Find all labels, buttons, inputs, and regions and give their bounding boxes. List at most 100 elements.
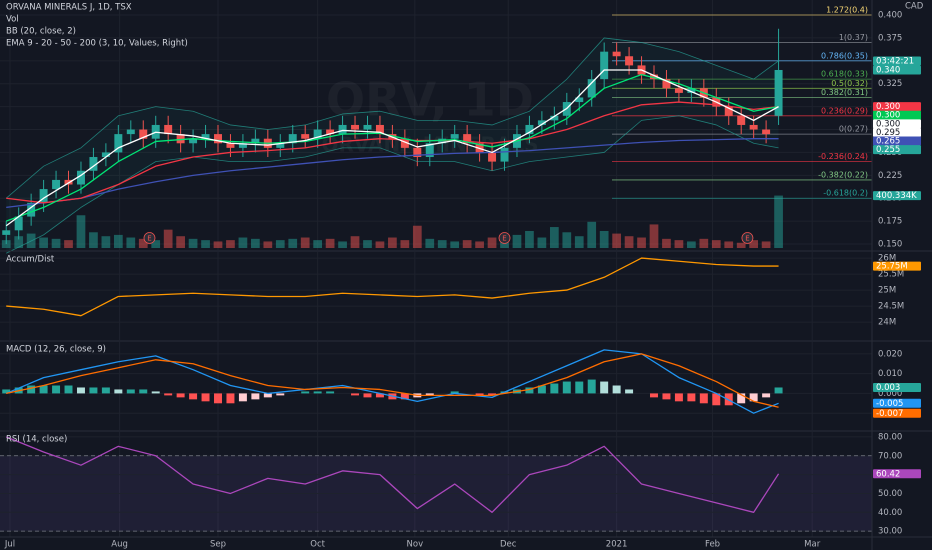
price-badge-label: 0.340 (876, 65, 900, 75)
y-tick-label: 0.325 (878, 79, 902, 89)
x-tick-label: Oct (310, 540, 325, 550)
candle-body (101, 152, 110, 158)
y-tick-label: 0.400 (878, 11, 902, 21)
candle-body (201, 134, 210, 139)
y-tick-label: 70.00 (878, 451, 902, 461)
histogram-bar (488, 393, 497, 396)
histogram-bar (600, 381, 609, 394)
histogram-bar (712, 393, 721, 406)
candle-body (89, 157, 98, 171)
volume-bar (736, 242, 746, 248)
volume-bar (749, 240, 759, 248)
fib-label: -0.236(0.24) (818, 152, 868, 161)
volume-bar (400, 240, 410, 248)
volume-bar (51, 238, 61, 248)
histogram-bar (164, 393, 173, 396)
volume-bar (462, 240, 472, 248)
candle-body (674, 88, 683, 93)
histogram-bar (326, 391, 335, 394)
y-tick-label: 30.00 (878, 527, 902, 537)
histogram-bar (762, 393, 771, 398)
volume-bar (226, 240, 235, 248)
volume-bar (113, 234, 123, 248)
candle-body (27, 202, 36, 217)
panel-title: Accum/Dist (6, 255, 55, 265)
histogram-bar (201, 393, 210, 402)
histogram-bar (251, 393, 260, 400)
macd-line (5, 349, 779, 414)
y-tick-label: 50.00 (878, 489, 902, 499)
volume-badge (873, 191, 921, 201)
panel-title: RSI (14, close) (6, 435, 67, 445)
indicator-label: BB (20, close, 2) (6, 27, 76, 37)
volume-bar (549, 227, 559, 248)
histogram-bar (139, 389, 148, 394)
price-badge-label: 0.300 (876, 102, 900, 112)
candle-body (413, 147, 422, 158)
price-badge-label: 0.003 (876, 383, 900, 393)
histogram-bar (525, 387, 534, 394)
volume-bar (674, 240, 684, 248)
price-badge (873, 119, 921, 129)
price-badge (873, 408, 921, 418)
price-badge (873, 261, 921, 271)
price-badge-label: 0.300 (876, 111, 900, 121)
ema-line (6, 73, 779, 222)
histogram-bar (662, 393, 671, 400)
price-badge-label: 25.75M (876, 262, 908, 272)
volume-bar (388, 237, 397, 248)
candle-body (450, 134, 459, 139)
y-tick-label: 24M (878, 318, 896, 328)
panel-title: MACD (12, 26, close, 9) (6, 345, 106, 355)
event-label: E (502, 235, 506, 243)
indicator-line (6, 257, 779, 317)
histogram-bar (699, 393, 708, 404)
y-tick-label: 26M (878, 254, 896, 264)
candle-body (176, 134, 185, 144)
histogram-bar (64, 385, 73, 394)
y-tick-label: 25M (878, 286, 896, 296)
price-badge (873, 145, 921, 155)
candle-body (288, 134, 297, 144)
y-tick-label: 0.175 (878, 217, 902, 227)
histogram-bar (151, 391, 160, 394)
volume-bar (238, 237, 248, 248)
histogram-bar (238, 393, 247, 402)
volume-bar (774, 195, 783, 248)
macd-line (6, 353, 779, 408)
volume-bar (350, 236, 360, 248)
ema-line (5, 69, 779, 227)
volume-bar (163, 229, 173, 248)
price-badge (873, 110, 921, 120)
volume-bar (761, 241, 771, 248)
currency-label: CAD (905, 2, 924, 12)
histogram-bar (562, 381, 571, 394)
chart-title: ORVANA MINERALS J, 1D, TSX (6, 3, 132, 13)
price-badge (873, 382, 921, 392)
price-badge (873, 136, 921, 146)
candle-body (600, 51, 609, 80)
candle-body (749, 124, 758, 130)
candle-body (774, 69, 783, 116)
volume-bar (637, 237, 646, 248)
candle-body (463, 134, 472, 144)
event-label: E (147, 235, 151, 243)
x-tick-label: Mar (804, 540, 821, 550)
y-tick-label: 0.010 (878, 369, 902, 379)
candle-body (226, 143, 235, 148)
indicator-label: Vol (6, 15, 19, 25)
candle-body (39, 189, 48, 203)
histogram-bar (2, 389, 11, 394)
histogram-bar (425, 393, 434, 396)
candle-body (313, 129, 322, 139)
histogram-bar (612, 385, 621, 394)
volume-bar (126, 237, 136, 248)
fib-label: 0.618(0.33) (821, 70, 868, 79)
volume-bar (599, 230, 609, 248)
volume-bar (662, 238, 671, 248)
timer-label: 03:42:21 (876, 56, 914, 66)
volume-bar (475, 241, 484, 248)
histogram-bar (226, 393, 235, 404)
y-tick-label: 0.375 (878, 33, 902, 43)
histogram-bar (650, 393, 658, 398)
